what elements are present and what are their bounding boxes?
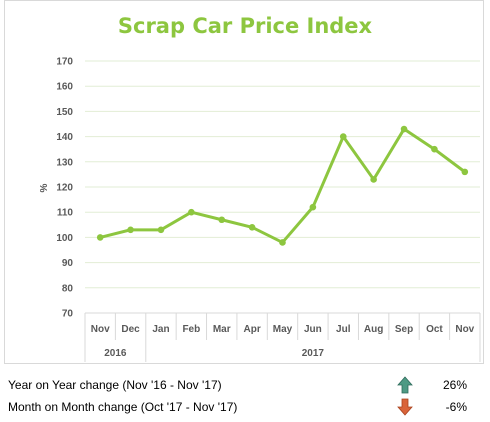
data-point	[188, 208, 195, 216]
data-point	[309, 203, 317, 211]
x-tick-label: Nov	[91, 324, 110, 335]
data-point	[461, 168, 469, 176]
data-point	[96, 234, 104, 241]
data-point	[248, 224, 256, 231]
series-line	[96, 125, 469, 246]
data-point	[218, 216, 226, 224]
x-tick-label: Oct	[426, 324, 443, 335]
y-tick-label: 140	[56, 132, 73, 143]
x-tick-label: May	[273, 324, 293, 335]
y-tick-label: 110	[57, 208, 74, 219]
x-axis: Nov Dec Jan Feb Mar Apr May Jun Jul Aug Sep Oct Nov 2…	[84, 312, 481, 362]
chart-title: Scrap Car Price Index	[118, 14, 373, 38]
y-tick-label: 120	[56, 183, 73, 194]
y-tick-label: 130	[56, 157, 73, 168]
y-tick-labels: 70 80 90 100 110 120 130 140 150 160 170	[56, 57, 73, 320]
mom-value: -6%	[445, 400, 467, 414]
x-tick-label: Jun	[304, 324, 322, 335]
yoy-value: 26%	[442, 378, 467, 392]
x-year-label: 2017	[302, 348, 325, 359]
data-point	[370, 176, 377, 183]
y-tick-label: 170	[56, 57, 73, 68]
y-tick-label: 70	[62, 309, 74, 320]
yoy-label: Year on Year change (Nov '16 - Nov '17)	[8, 378, 222, 392]
y-tick-label: 160	[56, 82, 73, 93]
data-point	[400, 125, 408, 133]
x-tick-label: Nov	[455, 324, 474, 335]
x-tick-label: Dec	[121, 324, 140, 335]
y-tick-label: 90	[62, 258, 74, 269]
chart: Scrap Car Price Index % 70 80 90 100 110 120 1…	[39, 14, 481, 362]
x-tick-label: Jan	[152, 324, 169, 335]
arrow-up-icon	[397, 376, 413, 394]
series-line-path	[99, 127, 466, 244]
x-tick-label: Mar	[213, 324, 231, 335]
data-point	[127, 226, 134, 234]
gridlines	[85, 60, 480, 289]
data-point	[157, 226, 165, 234]
mom-label: Month on Month change (Oct '17 - Nov '17…	[8, 400, 238, 414]
x-tick-label: Apr	[243, 324, 260, 335]
x-tick-label: Sep	[395, 324, 413, 335]
y-tick-label: 100	[56, 233, 73, 244]
y-tick-label: 80	[62, 283, 74, 294]
x-tick-label: Feb	[182, 324, 200, 335]
y-axis-label: %	[39, 183, 50, 192]
data-point	[431, 145, 438, 153]
x-tick-label: Aug	[364, 324, 383, 335]
arrow-down-icon	[397, 398, 413, 416]
data-point	[279, 239, 286, 246]
data-point	[339, 133, 347, 140]
x-tick-label: Jul	[336, 324, 351, 335]
y-tick-label: 150	[56, 107, 73, 118]
x-year-label: 2016	[104, 348, 127, 359]
